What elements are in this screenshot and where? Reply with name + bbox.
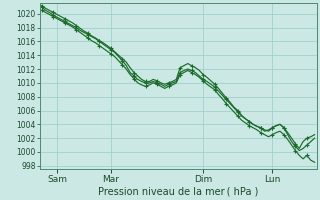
X-axis label: Pression niveau de la mer ( hPa ): Pression niveau de la mer ( hPa ) xyxy=(98,187,258,197)
